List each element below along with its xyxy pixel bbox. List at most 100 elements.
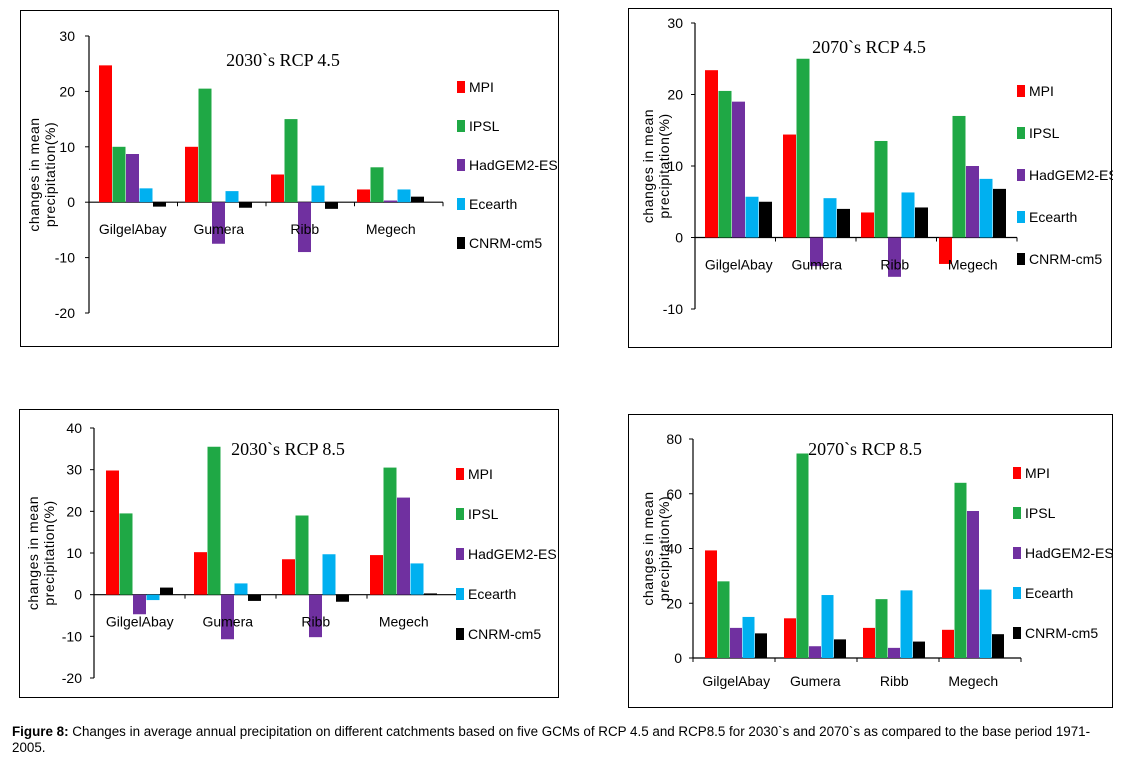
bar-ecearth-gumera [225, 191, 239, 203]
bar-ipsl-ribb [284, 119, 298, 203]
bar-ecearth-gilgelabay [146, 594, 160, 601]
bar-cnrm-cm5-ribb [336, 594, 349, 602]
y-tick-label: 0 [74, 587, 82, 603]
y-axis-label: changes in meanprecipitation(%) [25, 496, 57, 610]
legend-label: MPI [469, 79, 494, 95]
caption-label: Figure 8: [12, 724, 69, 739]
category-label: Gumera [791, 257, 842, 273]
legend-swatch [1017, 127, 1025, 139]
legend-swatch [1017, 211, 1025, 223]
bar-ecearth-ribb [900, 590, 913, 658]
y-tick-label: 30 [66, 462, 82, 478]
chart-title: 2070`s RCP 8.5 [808, 439, 922, 459]
bar-cnrm-cm5-gilgelabay [755, 633, 767, 658]
y-tick-label: 20 [66, 503, 82, 519]
bar-ecearth-megech [397, 189, 411, 203]
bar-mpi-megech [939, 237, 952, 264]
y-tick-label: 30 [667, 15, 683, 31]
bar-cnrm-cm5-gumera [837, 208, 850, 238]
bar-cnrm-cm5-ribb [915, 207, 928, 238]
legend-label: IPSL [468, 506, 499, 522]
bar-mpi-ribb [863, 627, 875, 658]
bar-hadgem2-es-ribb [888, 647, 900, 658]
bar-hadgem2-es-gilgelabay [133, 594, 146, 615]
legend-swatch [456, 468, 464, 480]
bar-mpi-ribb [861, 212, 874, 238]
category-label: GilgelAbay [106, 614, 174, 630]
legend-label: IPSL [469, 118, 500, 134]
legend-swatch [457, 120, 465, 132]
chart-svg-2070-rcp85: 0 20 40 60 80 GilgelAbay Gumera Ribb Megech 2070`… [640, 431, 1114, 689]
chart-panel-2030-rcp45: -20 -10 0 10 20 30 GilgelAbay Gumera Ribb Megech 2… [20, 10, 559, 347]
bar-mpi-gumera [194, 552, 207, 595]
y-tick-label: 40 [666, 541, 682, 557]
bar-ecearth-gumera [234, 583, 248, 595]
y-axis-label: changes in meanprecipitation(%) [640, 109, 672, 223]
category-label: Ribb [880, 257, 909, 273]
bar-mpi-gumera [783, 134, 796, 238]
chart-svg-2030-rcp45: -20 -10 0 10 20 30 GilgelAbay Gumera Ribb Megech 2… [26, 28, 558, 321]
category-label: Gumera [790, 673, 841, 689]
chart-title: 2030`s RCP 8.5 [231, 439, 345, 459]
category-label: Ribb [301, 614, 330, 630]
legend-swatch [456, 588, 464, 600]
bar-mpi-gilgelabay [705, 70, 718, 238]
bar-hadgem2-es-ribb [309, 594, 322, 638]
bar-ipsl-gilgelabay [119, 513, 133, 595]
bar-cnrm-cm5-megech [411, 196, 424, 203]
bar-hadgem2-es-gumera [809, 646, 821, 658]
bar-hadgem2-es-gilgelabay [732, 101, 745, 238]
bar-hadgem2-es-ribb [888, 237, 901, 277]
bar-hadgem2-es-ribb [298, 202, 311, 253]
chart-panel-2070-rcp85: 0 20 40 60 80 GilgelAbay Gumera Ribb Megech 2070`… [628, 414, 1114, 708]
bar-ipsl-megech [954, 482, 967, 658]
legend-swatch [456, 628, 464, 640]
chart-title: 2030`s RCP 4.5 [226, 50, 340, 70]
legend-label: IPSL [1029, 125, 1060, 141]
category-label: Megech [379, 614, 429, 630]
bar-ipsl-ribb [874, 140, 888, 238]
bar-ipsl-gilgelabay [718, 90, 732, 238]
bar-ecearth-megech [410, 563, 424, 595]
legend-swatch [1017, 253, 1025, 265]
figure-caption: Figure 8: Changes in average annual prec… [12, 724, 1120, 756]
chart-svg-2030-rcp85: -20 -10 0 10 20 30 40 GilgelAbay Gumera Ribb Megec… [25, 420, 557, 686]
legend-label: MPI [1025, 465, 1050, 481]
category-label: Ribb [290, 221, 319, 237]
bar-hadgem2-es-gilgelabay [126, 154, 139, 203]
bar-ipsl-megech [370, 167, 384, 203]
legend-label: Ecearth [1029, 209, 1077, 225]
category-label: Gumera [193, 221, 244, 237]
chart-title: 2070`s RCP 4.5 [812, 37, 926, 57]
bar-ipsl-ribb [295, 515, 309, 595]
category-label: Megech [366, 221, 416, 237]
bar-ecearth-ribb [901, 192, 915, 238]
bar-mpi-gilgelabay [99, 65, 112, 203]
legend-label: MPI [1029, 83, 1054, 99]
legend-label: Ecearth [1025, 585, 1073, 601]
bar-hadgem2-es-gumera [810, 237, 823, 267]
legend-swatch [457, 237, 465, 249]
y-tick-label: 0 [675, 230, 683, 246]
chart-panel-2030-rcp85: -20 -10 0 10 20 30 40 GilgelAbay Gumera Ribb Megec… [19, 409, 559, 698]
y-tick-label: 20 [666, 595, 682, 611]
bar-mpi-megech [942, 629, 954, 658]
y-tick-label: -10 [663, 301, 683, 317]
bar-ipsl-megech [383, 467, 397, 595]
y-tick-label: 0 [674, 650, 682, 666]
bar-hadgem2-es-megech [397, 497, 410, 595]
y-tick-label: 60 [666, 486, 682, 502]
y-axis-label: changes in meanprecipitation(%) [26, 117, 58, 231]
bar-cnrm-cm5-gilgelabay [153, 202, 166, 207]
bar-mpi-ribb [271, 174, 284, 203]
bar-mpi-gilgelabay [705, 550, 717, 658]
legend-label: HadGEM2-ES [468, 546, 557, 562]
y-tick-label: 10 [66, 545, 82, 561]
bar-cnrm-cm5-gumera [239, 202, 252, 208]
bar-hadgem2-es-megech [966, 166, 979, 238]
bar-hadgem2-es-megech [384, 200, 397, 203]
y-tick-label: 30 [59, 28, 75, 44]
category-label: Megech [948, 673, 998, 689]
y-tick-label: -20 [55, 305, 75, 321]
bar-ipsl-gilgelabay [112, 146, 126, 203]
